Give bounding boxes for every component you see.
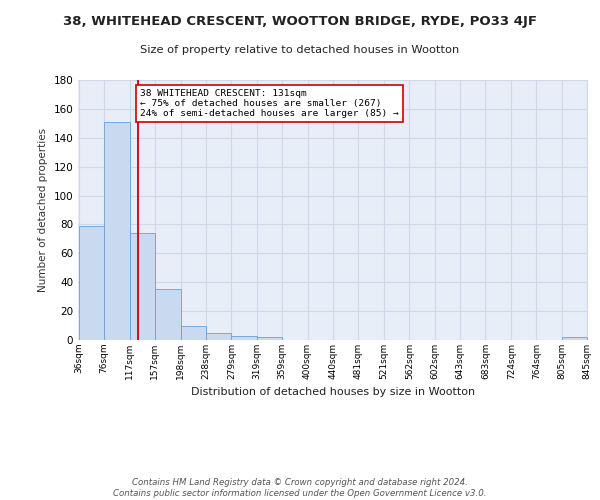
Bar — [130, 233, 155, 340]
Bar — [104, 122, 130, 340]
X-axis label: Distribution of detached houses by size in Wootton: Distribution of detached houses by size … — [191, 388, 475, 398]
Bar — [181, 326, 206, 340]
Y-axis label: Number of detached properties: Number of detached properties — [38, 128, 48, 292]
Bar — [79, 226, 104, 340]
Text: 38, WHITEHEAD CRESCENT, WOOTTON BRIDGE, RYDE, PO33 4JF: 38, WHITEHEAD CRESCENT, WOOTTON BRIDGE, … — [63, 15, 537, 28]
Bar — [155, 290, 181, 340]
Text: 38 WHITEHEAD CRESCENT: 131sqm
← 75% of detached houses are smaller (267)
24% of : 38 WHITEHEAD CRESCENT: 131sqm ← 75% of d… — [140, 88, 399, 118]
Bar — [206, 333, 232, 340]
Bar — [232, 336, 257, 340]
Bar — [562, 337, 587, 340]
Text: Contains HM Land Registry data © Crown copyright and database right 2024.
Contai: Contains HM Land Registry data © Crown c… — [113, 478, 487, 498]
Text: Size of property relative to detached houses in Wootton: Size of property relative to detached ho… — [140, 45, 460, 55]
Bar — [257, 337, 282, 340]
